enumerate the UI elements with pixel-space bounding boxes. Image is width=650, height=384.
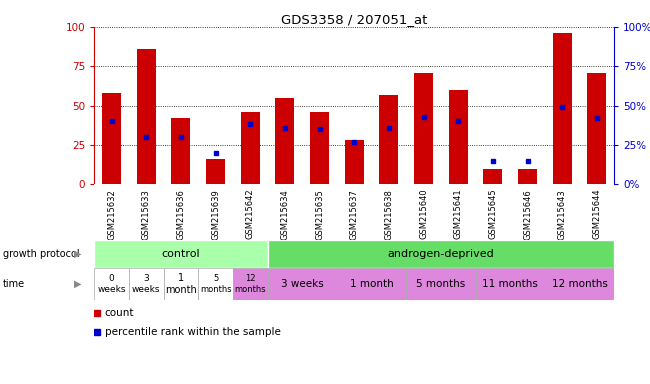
Text: GSM215640: GSM215640	[419, 189, 428, 239]
Text: count: count	[105, 308, 134, 318]
Text: 3 weeks: 3 weeks	[281, 279, 324, 289]
Text: GSM215637: GSM215637	[350, 189, 359, 240]
Bar	[240, 112, 260, 184]
Text: 0
weeks: 0 weeks	[98, 274, 126, 294]
Text: ▶: ▶	[74, 279, 82, 289]
Text: GSM215636: GSM215636	[176, 189, 185, 240]
Text: GSM215634: GSM215634	[280, 189, 289, 240]
Bar	[414, 73, 433, 184]
Bar	[518, 169, 537, 184]
Text: GSM215644: GSM215644	[592, 189, 601, 239]
Text: ▶: ▶	[74, 249, 82, 259]
Bar	[198, 268, 233, 300]
Text: percentile rank within the sample: percentile rank within the sample	[105, 327, 281, 337]
Text: GSM215642: GSM215642	[246, 189, 255, 239]
Bar	[448, 90, 468, 184]
Text: 11 months: 11 months	[482, 279, 538, 289]
Text: 5 months: 5 months	[416, 279, 465, 289]
Bar	[545, 268, 614, 300]
Text: GSM215643: GSM215643	[558, 189, 567, 240]
Text: 12 months: 12 months	[552, 279, 608, 289]
Bar	[102, 93, 121, 184]
Bar	[129, 268, 164, 300]
Text: 12
months: 12 months	[235, 274, 266, 294]
Bar	[164, 268, 198, 300]
Bar	[337, 268, 406, 300]
Text: time: time	[3, 279, 25, 289]
Bar	[268, 268, 337, 300]
Text: 1
month: 1 month	[165, 273, 197, 295]
Bar	[94, 240, 268, 268]
Bar	[94, 268, 129, 300]
Bar	[406, 268, 476, 300]
Text: GSM215638: GSM215638	[384, 189, 393, 240]
Text: GSM215635: GSM215635	[315, 189, 324, 240]
Text: GSM215645: GSM215645	[488, 189, 497, 239]
Text: 5
months: 5 months	[200, 274, 231, 294]
Bar	[172, 118, 190, 184]
Bar	[552, 33, 572, 184]
Text: 3
weeks: 3 weeks	[132, 274, 161, 294]
Text: 1 month: 1 month	[350, 279, 393, 289]
Bar	[344, 140, 364, 184]
Bar	[233, 268, 268, 300]
Bar	[484, 169, 502, 184]
Text: GSM215632: GSM215632	[107, 189, 116, 240]
Text: androgen-deprived: androgen-deprived	[387, 249, 494, 259]
Text: GSM215639: GSM215639	[211, 189, 220, 240]
Bar	[206, 159, 225, 184]
Text: growth protocol: growth protocol	[3, 249, 80, 259]
Bar	[276, 98, 294, 184]
Text: control: control	[162, 249, 200, 259]
Bar	[310, 112, 329, 184]
Text: GSM215646: GSM215646	[523, 189, 532, 240]
Bar	[476, 268, 545, 300]
Bar	[380, 94, 398, 184]
Title: GDS3358 / 207051_at: GDS3358 / 207051_at	[281, 13, 428, 26]
Bar	[588, 73, 606, 184]
Bar	[136, 49, 156, 184]
Text: GSM215641: GSM215641	[454, 189, 463, 239]
Bar	[268, 240, 614, 268]
Text: GSM215633: GSM215633	[142, 189, 151, 240]
